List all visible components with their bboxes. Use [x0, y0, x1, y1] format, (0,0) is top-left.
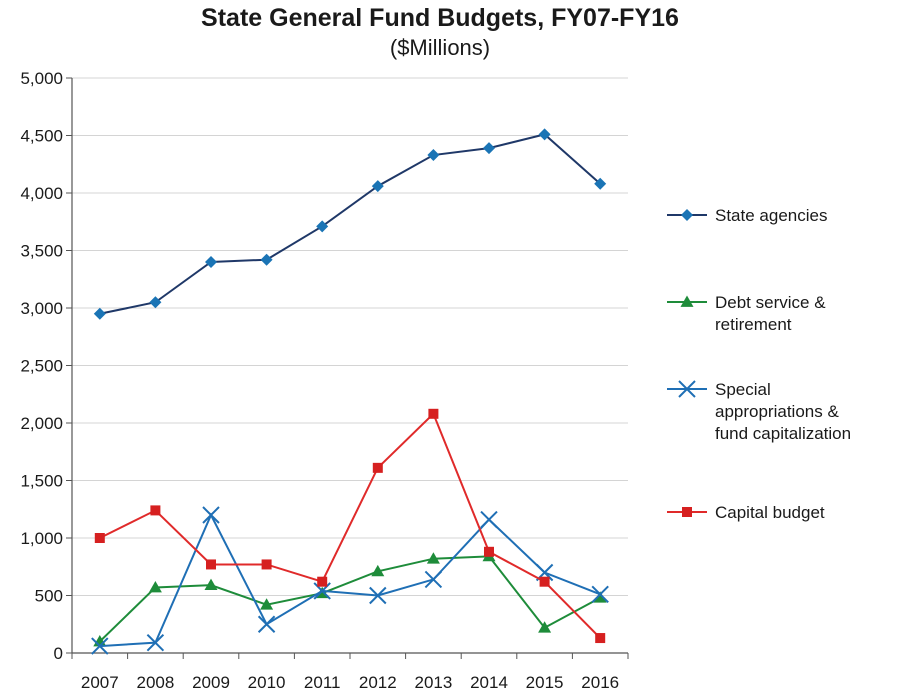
- y-tick-label: 5,000: [20, 69, 63, 88]
- data-point: [371, 180, 384, 193]
- y-tick-label: 4,500: [20, 127, 63, 146]
- legend-marker: [682, 507, 692, 517]
- data-point: [372, 462, 383, 473]
- data-point: [93, 307, 106, 320]
- data-point: [426, 552, 440, 564]
- data-point: [480, 510, 498, 529]
- data-point: [146, 633, 165, 652]
- legend-label: retirement: [715, 315, 792, 334]
- x-tick-label: 2015: [526, 673, 564, 692]
- data-point: [427, 149, 440, 162]
- legend-marker: [678, 380, 696, 398]
- data-point: [594, 177, 607, 190]
- data-point: [260, 598, 274, 610]
- data-point: [369, 586, 387, 605]
- legend-marker: [681, 209, 693, 221]
- legend-label: Special: [715, 380, 771, 399]
- data-point: [204, 578, 218, 591]
- legend-item: Debt service & retirement: [667, 293, 826, 334]
- y-tick-label: 1,000: [20, 529, 63, 548]
- x-tick-label: 2012: [359, 673, 397, 692]
- x-tick-label: 2011: [304, 673, 341, 692]
- series-1: [93, 549, 607, 647]
- series-line: [99, 512, 601, 648]
- y-tick-label: 1,500: [20, 472, 63, 491]
- legend-label: Debt service &: [715, 293, 826, 312]
- y-tick-label: 4,000: [20, 184, 63, 203]
- data-point: [539, 576, 550, 587]
- data-point: [205, 256, 217, 268]
- chart-subtitle: ($Millions): [389, 35, 491, 60]
- series-0: [93, 128, 607, 320]
- data-point: [260, 253, 273, 266]
- data-point: [428, 408, 439, 419]
- x-tick-label: 2016: [581, 673, 619, 692]
- data-point: [257, 615, 276, 633]
- data-point: [593, 591, 607, 603]
- x-tick-label: 2010: [248, 673, 286, 692]
- legend-label: Capital budget: [715, 503, 825, 522]
- legend-label: State agencies: [715, 206, 827, 225]
- data-point: [313, 582, 331, 600]
- data-point: [316, 220, 329, 233]
- data-point: [595, 633, 606, 644]
- series-line: [99, 412, 601, 639]
- data-point: [483, 142, 495, 155]
- x-tick-label: 2008: [136, 673, 174, 692]
- legend-marker: [680, 295, 694, 307]
- y-tick-label: 500: [35, 587, 63, 606]
- y-tick-label: 3,500: [20, 242, 63, 261]
- data-point: [150, 505, 161, 516]
- series-3: [94, 408, 606, 644]
- data-point: [538, 128, 551, 141]
- data-point: [91, 637, 109, 655]
- y-tick-label: 3,000: [20, 299, 63, 318]
- x-tick-label: 2009: [192, 673, 230, 692]
- y-tick-label: 2,500: [20, 357, 63, 376]
- legend-label: appropriations &: [715, 402, 839, 421]
- data-point: [424, 570, 443, 589]
- data-point: [206, 559, 216, 570]
- data-point: [538, 621, 552, 633]
- series-line: [99, 133, 601, 315]
- data-point: [202, 506, 220, 524]
- legend-item: State agencies: [667, 206, 827, 225]
- data-point: [591, 585, 609, 604]
- legend-item: Capital budget: [667, 503, 825, 522]
- data-point: [484, 546, 494, 557]
- data-point: [94, 533, 105, 543]
- y-tick-label: 0: [54, 644, 63, 663]
- chart-title: State General Fund Budgets, FY07-FY16: [201, 4, 679, 32]
- x-tick-label: 2013: [414, 673, 452, 692]
- series-2: [91, 506, 609, 655]
- x-tick-label: 2007: [81, 673, 119, 692]
- data-point: [148, 580, 162, 593]
- data-point: [317, 576, 328, 587]
- legend-label: fund capitalization: [715, 424, 851, 443]
- x-tick-label: 2014: [470, 673, 508, 692]
- y-tick-label: 2,000: [20, 414, 63, 433]
- data-point: [261, 559, 272, 570]
- legend-item: Special appropriations & fund capitalizati…: [667, 380, 851, 443]
- data-point: [149, 296, 162, 309]
- data-point: [371, 564, 385, 577]
- series-line: [99, 555, 601, 643]
